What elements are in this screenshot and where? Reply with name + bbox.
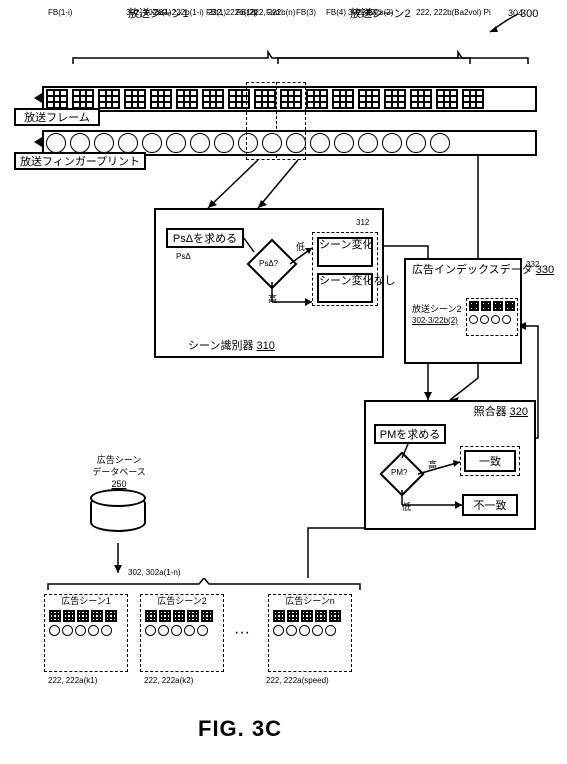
f-pre: FB(1-i) [48, 8, 72, 17]
fingerprint-circle [358, 133, 378, 153]
scene-disc-title: シーン識別器 310 [188, 340, 275, 352]
ad-scenes-bracket [44, 578, 364, 592]
fingerprint-circle [310, 133, 330, 153]
ad-scene-ellipsis: ··· [234, 624, 250, 642]
fingerprint-circle [334, 133, 354, 153]
fingerprint-circle [406, 133, 426, 153]
db-label2: データベース [74, 466, 164, 478]
ad-scene-2: 広告シーン2 [140, 594, 224, 672]
ad-index-332: 332 [526, 260, 539, 269]
pm-diamond-label: PM? [391, 468, 407, 477]
ad-scene-n-sub: 222, 222a(speed) [266, 676, 329, 685]
fingerprint-circle [46, 133, 66, 153]
frame-cell [410, 89, 432, 109]
fingerprint-circle [190, 133, 210, 153]
fp-left-ref: 222, 222b(1-i) [154, 8, 204, 17]
frames-arrow [34, 93, 42, 103]
f3: FB(3) [296, 8, 316, 17]
db-cylinder [90, 494, 146, 532]
fingerprint-circle [118, 133, 138, 153]
fingerprint-circle [214, 133, 234, 153]
ad-index-title-text: 広告インデックスデータ [412, 264, 533, 276]
frames-mid-ref: 222, 222b(1-i) [208, 8, 258, 17]
ad-scenes-ref: 302, 302a(1-n) [128, 568, 180, 577]
fingerprint-circle [70, 133, 90, 153]
ad-index-box: 広告インデックスデータ 330 放送シーン2 302·3/22b(2) [404, 258, 522, 364]
current-pair-box [246, 82, 306, 160]
ad-scene-2-label: 広告シーン2 [141, 597, 223, 607]
figure-container: 300 放送シーン1 302, 302b(1) 放送シーン2 302, 302b… [8, 8, 559, 756]
frame-cell [358, 89, 380, 109]
psd-result-group: シーン変化 シーン変化なし [312, 232, 378, 306]
frame-cell [72, 89, 94, 109]
psd-low: 低 [296, 240, 305, 253]
scene-disc-title-text: シーン識別器 [188, 340, 253, 352]
f5: FB(5) [356, 8, 376, 17]
frame-cell [306, 89, 328, 109]
frame-cell [176, 89, 198, 109]
matcher-title-text: 照合器 [474, 406, 507, 418]
frames-right-ref: 222, 222b(Ba2vol) Pi [416, 8, 491, 17]
frame-cell [436, 89, 458, 109]
compute-pm: PMを求める [374, 424, 446, 444]
fingerprint-circle [382, 133, 402, 153]
ad-index-item: 放送シーン2 302·3/22b(2) [412, 304, 462, 326]
frame-cell [98, 89, 120, 109]
db-label: 広告シーン データベース 250 [74, 454, 164, 490]
matcher-box: 照合器 320 PMを求める PM? 高 低 一致 不一致 [364, 400, 536, 530]
frame-cell [124, 89, 146, 109]
f4: FB(4) [326, 8, 346, 17]
frame-cell [462, 89, 484, 109]
fingerprint-circle [430, 133, 450, 153]
no-match-box: 不一致 [462, 494, 518, 516]
ad-scene-1-sub: 222, 222a(k1) [48, 676, 97, 685]
fingerprint-circle [142, 133, 162, 153]
scene-brackets [68, 48, 538, 70]
frame-cell [202, 89, 224, 109]
fingerprint-circle [166, 133, 186, 153]
matcher-ref: 320 [510, 406, 528, 418]
ad-index-title: 広告インデックスデータ 330 [412, 264, 482, 276]
group-312: 312 [356, 218, 369, 227]
matcher-title: 照合器 320 [474, 406, 528, 418]
figure-caption: FIG. 3C [198, 716, 282, 742]
psd-diamond-label: PsΔ? [259, 259, 278, 268]
ad-scene-1-label: 広告シーン1 [45, 597, 127, 607]
scene-disc-ref: 310 [257, 340, 275, 352]
ad-index-item-sub: 302·3/22b(2) [412, 315, 462, 326]
fp-strip-label: 放送フィンガープリント [14, 152, 146, 170]
frames-strip-label: 放送フレーム [14, 108, 100, 126]
ad-scene-1: 広告シーン1 [44, 594, 128, 672]
frame-cell [332, 89, 354, 109]
frame-cell [46, 89, 68, 109]
match-box: 一致 [464, 450, 516, 472]
match-dash: 一致 [460, 446, 520, 476]
psd-var: PsΔ [176, 252, 191, 261]
compute-psd-box: PsΔを求める [166, 228, 244, 248]
divider-ref: 304 [508, 8, 523, 18]
ad-index-graphic [466, 298, 518, 336]
frame-cell [150, 89, 172, 109]
db-label1: 広告シーン [74, 454, 164, 466]
pm-low: 低 [402, 500, 411, 513]
no-scene-change-box: シーン変化なし [317, 273, 373, 303]
pm-high: 高 [428, 458, 437, 471]
ad-index-item-label: 放送シーン2 [412, 304, 462, 315]
db-ref: 250 [74, 478, 164, 490]
ad-scene-n: 広告シーンn [268, 594, 352, 672]
scene-discriminator-box: シーン識別器 310 PsΔを求める PsΔ PsΔ? 低 高 シーン変化 シー… [154, 208, 384, 358]
psd-high: 高 [268, 292, 277, 305]
ad-scene-n-label: 広告シーンn [269, 597, 351, 607]
scene-change-box: シーン変化 [317, 237, 373, 267]
fingerprint-circle [94, 133, 114, 153]
frame-cell [384, 89, 406, 109]
ad-scene-2-sub: 222, 222a(k2) [144, 676, 193, 685]
fp-arrow [34, 137, 42, 147]
